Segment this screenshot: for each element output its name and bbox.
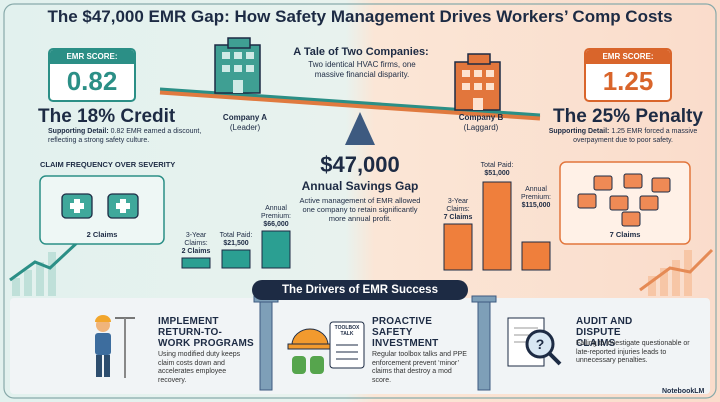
detail-label: Supporting Detail: xyxy=(548,128,610,135)
company-role: (Laggard) xyxy=(463,123,499,132)
score: 0.82 xyxy=(66,66,118,96)
claims-count: 2 Claims xyxy=(86,230,118,239)
company-name: Company B xyxy=(458,113,504,122)
driver-text: Regular toolbox talks and PPE enforcemen… xyxy=(372,351,467,384)
bar-caption: Total Paid: xyxy=(480,162,514,169)
drivers-heading: The Drivers of EMR Success xyxy=(252,280,468,300)
score-label: EMR SCORE: xyxy=(50,50,134,64)
company-name: Company A xyxy=(222,113,268,122)
headline: The 18% Credit xyxy=(38,106,176,127)
gap-text: Active management of EMR allowed one com… xyxy=(299,196,421,223)
bar-caption: Annual Premium: xyxy=(261,205,291,220)
company-role: (Leader) xyxy=(229,123,261,132)
score: 1.25 xyxy=(602,66,654,96)
driver-title: AUDIT AND DISPUTE CLAIMS xyxy=(576,316,633,349)
driver-title: IMPLEMENT RETURN-TO-WORK PROGRAMS xyxy=(158,316,254,349)
detail: Supporting Detail: 1.25 EMR forced a mas… xyxy=(548,128,698,145)
detail-text: 0.82 EMR earned a discount, reflecting a… xyxy=(48,128,202,144)
bar-caption: Total Paid: xyxy=(219,232,253,239)
claims-heading: CLAIM FREQUENCY OVER SEVERITY xyxy=(40,160,176,169)
claims-count: 7 Claims xyxy=(609,230,641,239)
bar-label: Annual Premium: $66,000 xyxy=(254,205,298,229)
bar-caption: 3-Year Claims: xyxy=(446,198,470,213)
detail-text: 1.25 EMR forced a massive overpayment du… xyxy=(573,128,698,144)
bar-value: $66,000 xyxy=(263,221,289,228)
intro-text: Two identical HVAC firms, one massive fi… xyxy=(308,60,416,79)
intro-heading: A Tale of Two Companies: xyxy=(293,46,429,58)
driver-title: PROACTIVE SAFETY INVESTMENT xyxy=(372,316,439,349)
title: The $47,000 EMR Gap: How Safety Manageme… xyxy=(47,7,673,26)
bar-value: 2 Claims xyxy=(181,248,211,255)
bar-label: Annual Premium: $115,000 xyxy=(512,186,560,210)
clipboard-label: TOOLBOX TALK xyxy=(334,325,360,337)
bar-value: $51,000 xyxy=(484,170,510,177)
bar-caption: 3-Year Claims: xyxy=(184,232,208,247)
detail: Supporting Detail: 0.82 EMR earned a dis… xyxy=(48,128,208,145)
bar-label: 3-Year Claims: 2 Claims xyxy=(174,232,218,256)
score-label: EMR SCORE: xyxy=(586,50,670,64)
bar-value: 7 Claims xyxy=(443,214,473,221)
bar-label: Total Paid: $51,000 xyxy=(475,162,519,178)
bar-value: $115,000 xyxy=(521,202,551,209)
headline: The 25% Penalty xyxy=(553,106,703,127)
driver-text: Using modified duty keeps claim costs do… xyxy=(158,351,241,384)
detail-label: Supporting Detail: xyxy=(48,128,109,135)
bar-label: 3-Year Claims: 7 Claims xyxy=(436,198,480,222)
gap-amount: $47,000 xyxy=(320,152,400,177)
score-card: EMR SCORE: 0.82 xyxy=(48,48,136,102)
driver-text: Falling to investigate questionable or l… xyxy=(576,340,690,364)
bar-caption: Annual Premium: xyxy=(521,186,551,201)
svg-text:?: ? xyxy=(536,336,545,352)
score-card: EMR SCORE: 1.25 xyxy=(584,48,672,102)
gap-label: Annual Savings Gap xyxy=(301,179,419,193)
bar-value: $21,500 xyxy=(223,240,249,247)
brand: NotebookLM xyxy=(662,388,705,395)
bar-label: Total Paid: $21,500 xyxy=(214,232,258,248)
